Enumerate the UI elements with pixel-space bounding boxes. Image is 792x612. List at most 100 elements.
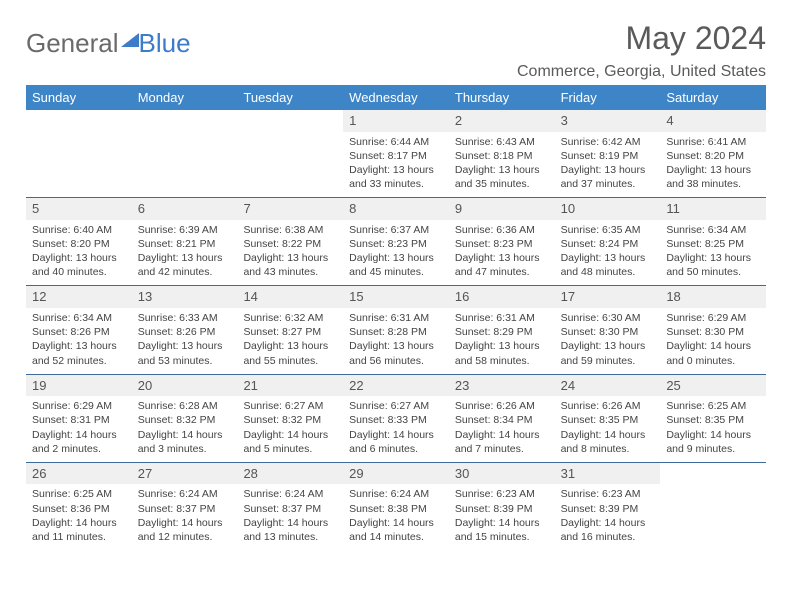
sunset-line: Sunset: 8:31 PM <box>32 413 126 427</box>
day-cell: 20Sunrise: 6:28 AMSunset: 8:32 PMDayligh… <box>132 375 238 462</box>
sunrise-line: Sunrise: 6:27 AM <box>243 399 337 413</box>
day-cell: 18Sunrise: 6:29 AMSunset: 8:30 PMDayligh… <box>660 286 766 373</box>
day-number: 23 <box>449 375 555 397</box>
sunset-line: Sunset: 8:17 PM <box>349 149 443 163</box>
daylight-line: Daylight: 13 hours and 59 minutes. <box>561 339 655 367</box>
weekday-label: Tuesday <box>237 85 343 110</box>
month-title: May 2024 <box>517 20 766 57</box>
day-number: 11 <box>660 198 766 220</box>
sunset-line: Sunset: 8:37 PM <box>243 502 337 516</box>
day-cell: 10Sunrise: 6:35 AMSunset: 8:24 PMDayligh… <box>555 198 661 285</box>
sunrise-line: Sunrise: 6:31 AM <box>349 311 443 325</box>
title-block: May 2024 Commerce, Georgia, United State… <box>517 20 766 81</box>
day-cell: 28Sunrise: 6:24 AMSunset: 8:37 PMDayligh… <box>237 463 343 550</box>
sunset-line: Sunset: 8:30 PM <box>561 325 655 339</box>
day-cell <box>660 463 766 550</box>
sunset-line: Sunset: 8:21 PM <box>138 237 232 251</box>
day-cell: 11Sunrise: 6:34 AMSunset: 8:25 PMDayligh… <box>660 198 766 285</box>
sunrise-line: Sunrise: 6:35 AM <box>561 223 655 237</box>
day-cell: 31 Sunrise: 6:23 AMSunset: 8:39 PMDayligh… <box>555 463 661 550</box>
day-cell: 13Sunrise: 6:33 AMSunset: 8:26 PMDayligh… <box>132 286 238 373</box>
calendar-grid: 1Sunrise: 6:44 AMSunset: 8:17 PMDaylight… <box>26 110 766 550</box>
sunrise-line: Sunrise: 6:24 AM <box>243 487 337 501</box>
day-number: 19 <box>26 375 132 397</box>
sunset-line: Sunset: 8:25 PM <box>666 237 760 251</box>
sunrise-line: Sunrise: 6:41 AM <box>666 135 760 149</box>
day-number: 3 <box>555 110 661 132</box>
sunrise-line: Sunrise: 6:33 AM <box>138 311 232 325</box>
daylight-line: Daylight: 14 hours and 0 minutes. <box>666 339 760 367</box>
daylight-line: Daylight: 13 hours and 50 minutes. <box>666 251 760 279</box>
sunrise-line: Sunrise: 6:23 AM <box>561 487 655 501</box>
sunset-line: Sunset: 8:28 PM <box>349 325 443 339</box>
weekday-header: SundayMondayTuesdayWednesdayThursdayFrid… <box>26 85 766 110</box>
day-number: 25 <box>660 375 766 397</box>
day-cell: 19Sunrise: 6:29 AMSunset: 8:31 PMDayligh… <box>26 375 132 462</box>
sunset-line: Sunset: 8:32 PM <box>243 413 337 427</box>
sunset-line: Sunset: 8:35 PM <box>666 413 760 427</box>
sunrise-line: Sunrise: 6:30 AM <box>561 311 655 325</box>
day-number: 1 <box>343 110 449 132</box>
daylight-line: Daylight: 14 hours and 16 minutes. <box>561 516 655 544</box>
daylight-line: Daylight: 14 hours and 8 minutes. <box>561 428 655 456</box>
sunrise-line: Sunrise: 6:32 AM <box>243 311 337 325</box>
logo-sail-icon <box>121 33 139 47</box>
sunrise-line: Sunrise: 6:24 AM <box>138 487 232 501</box>
day-cell <box>132 110 238 197</box>
day-cell <box>26 110 132 197</box>
sunset-line: Sunset: 8:38 PM <box>349 502 443 516</box>
day-cell: 1Sunrise: 6:44 AMSunset: 8:17 PMDaylight… <box>343 110 449 197</box>
day-number: 18 <box>660 286 766 308</box>
daylight-line: Daylight: 14 hours and 11 minutes. <box>32 516 126 544</box>
sunrise-line: Sunrise: 6:27 AM <box>349 399 443 413</box>
week-row: 12Sunrise: 6:34 AMSunset: 8:26 PMDayligh… <box>26 286 766 374</box>
day-number: 31 <box>555 463 661 485</box>
day-cell: 16Sunrise: 6:31 AMSunset: 8:29 PMDayligh… <box>449 286 555 373</box>
day-number: 8 <box>343 198 449 220</box>
day-cell: 24Sunrise: 6:26 AMSunset: 8:35 PMDayligh… <box>555 375 661 462</box>
day-cell <box>237 110 343 197</box>
sunset-line: Sunset: 8:36 PM <box>32 502 126 516</box>
day-number: 4 <box>660 110 766 132</box>
day-cell: 2Sunrise: 6:43 AMSunset: 8:18 PMDaylight… <box>449 110 555 197</box>
day-number: 5 <box>26 198 132 220</box>
daylight-line: Daylight: 14 hours and 15 minutes. <box>455 516 549 544</box>
day-number: 21 <box>237 375 343 397</box>
daylight-line: Daylight: 13 hours and 48 minutes. <box>561 251 655 279</box>
sunset-line: Sunset: 8:20 PM <box>32 237 126 251</box>
day-number: 9 <box>449 198 555 220</box>
weekday-label: Sunday <box>26 85 132 110</box>
sunset-line: Sunset: 8:30 PM <box>666 325 760 339</box>
daylight-line: Daylight: 14 hours and 9 minutes. <box>666 428 760 456</box>
weekday-label: Saturday <box>660 85 766 110</box>
daylight-line: Daylight: 14 hours and 12 minutes. <box>138 516 232 544</box>
day-cell: 8Sunrise: 6:37 AMSunset: 8:23 PMDaylight… <box>343 198 449 285</box>
day-cell: 23Sunrise: 6:26 AMSunset: 8:34 PMDayligh… <box>449 375 555 462</box>
daylight-line: Daylight: 13 hours and 45 minutes. <box>349 251 443 279</box>
week-row: 5Sunrise: 6:40 AMSunset: 8:20 PMDaylight… <box>26 198 766 286</box>
day-cell: 22Sunrise: 6:27 AMSunset: 8:33 PMDayligh… <box>343 375 449 462</box>
day-number: 28 <box>237 463 343 485</box>
sunset-line: Sunset: 8:32 PM <box>138 413 232 427</box>
sunset-line: Sunset: 8:19 PM <box>561 149 655 163</box>
daylight-line: Daylight: 13 hours and 55 minutes. <box>243 339 337 367</box>
daylight-line: Daylight: 14 hours and 14 minutes. <box>349 516 443 544</box>
day-cell: 26Sunrise: 6:25 AMSunset: 8:36 PMDayligh… <box>26 463 132 550</box>
day-cell: 5Sunrise: 6:40 AMSunset: 8:20 PMDaylight… <box>26 198 132 285</box>
day-cell: 27Sunrise: 6:24 AMSunset: 8:37 PMDayligh… <box>132 463 238 550</box>
day-cell: 17Sunrise: 6:30 AMSunset: 8:30 PMDayligh… <box>555 286 661 373</box>
daylight-line: Daylight: 13 hours and 47 minutes. <box>455 251 549 279</box>
sunset-line: Sunset: 8:26 PM <box>32 325 126 339</box>
sunrise-line: Sunrise: 6:25 AM <box>32 487 126 501</box>
sunset-line: Sunset: 8:26 PM <box>138 325 232 339</box>
day-cell: 7Sunrise: 6:38 AMSunset: 8:22 PMDaylight… <box>237 198 343 285</box>
sunset-line: Sunset: 8:18 PM <box>455 149 549 163</box>
sunset-line: Sunset: 8:39 PM <box>561 502 655 516</box>
sunset-line: Sunset: 8:24 PM <box>561 237 655 251</box>
sunrise-line: Sunrise: 6:26 AM <box>561 399 655 413</box>
header: General Blue May 2024 Commerce, Georgia,… <box>26 20 766 81</box>
day-cell: 21Sunrise: 6:27 AMSunset: 8:32 PMDayligh… <box>237 375 343 462</box>
location: Commerce, Georgia, United States <box>517 63 766 81</box>
day-cell: 14Sunrise: 6:32 AMSunset: 8:27 PMDayligh… <box>237 286 343 373</box>
day-number: 7 <box>237 198 343 220</box>
